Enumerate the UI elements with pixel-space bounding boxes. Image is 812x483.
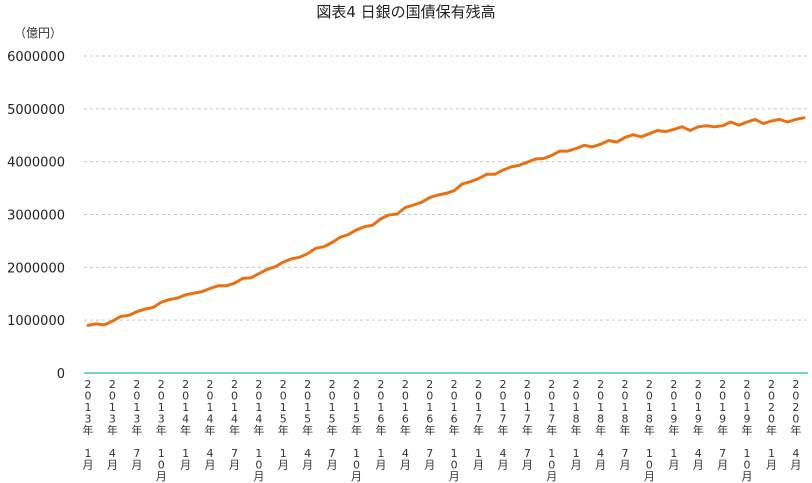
series-layer [86, 116, 806, 327]
y-tick-label: 5000000 [7, 103, 65, 118]
y-tick-label: 1000000 [7, 314, 65, 329]
y-tick-label: 2000000 [7, 261, 65, 276]
chart-title: 図表4 日銀の国債保有残高 [316, 3, 495, 21]
y-tick-label: 3000000 [7, 209, 65, 224]
series-line-0 [86, 116, 806, 327]
y-tick-label: 4000000 [7, 156, 65, 171]
gridlines [84, 55, 808, 321]
y-tick-label: 6000000 [7, 50, 65, 65]
y-axis-ticks: 0 1000000 2000000 3000000 4000000 5000000 6000… [7, 50, 65, 382]
y-axis-unit-label: （億円） [14, 26, 62, 40]
y-tick-label: 0 [57, 367, 65, 382]
